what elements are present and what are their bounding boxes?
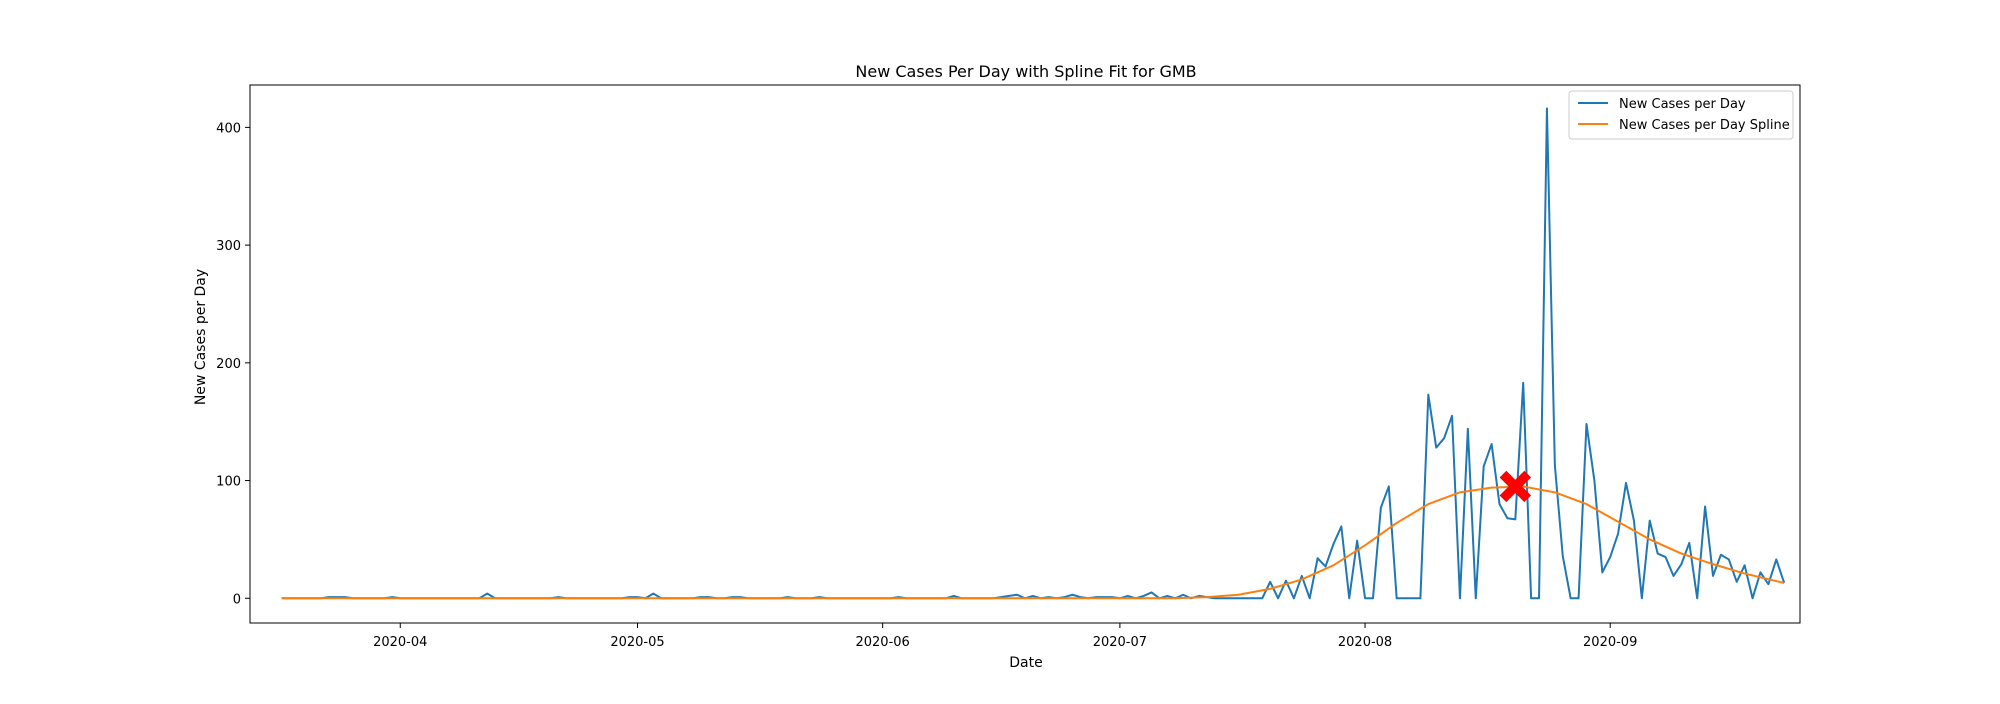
x-tick-label: 2020-08: [1338, 635, 1392, 650]
y-tick-label: 300: [216, 239, 241, 254]
x-tick-label: 2020-06: [855, 635, 909, 650]
series-line-2: [281, 485, 1785, 600]
chart-title: New Cases Per Day with Spline Fit for GM…: [855, 62, 1196, 81]
x-tick-label: 2020-04: [373, 635, 427, 650]
legend-label-1: New Cases per Day: [1619, 97, 1746, 112]
y-tick-label: 400: [216, 121, 241, 136]
y-tick-label: 0: [233, 592, 241, 607]
x-tick-label: 2020-07: [1093, 635, 1147, 650]
legend-box: [1568, 90, 1794, 140]
y-tick-label: 200: [216, 357, 241, 372]
legend-label-2: New Cases per Day Spline: [1619, 118, 1790, 133]
x-tick-label: 2020-09: [1583, 635, 1637, 650]
y-axis-label: New Cases per Day: [193, 269, 209, 405]
plot-area: 2020-04 2020-05 2020-06 2020-07 2020-08 2020-…: [216, 84, 1801, 650]
plot-frame: [249, 84, 1801, 624]
x-tick-label: 2020-05: [610, 635, 664, 650]
legend: New Cases per Day New Cases per Day Splin…: [1568, 90, 1794, 140]
x-axis-label: Date: [1009, 655, 1042, 671]
peak-marker: [1499, 470, 1532, 503]
y-tick-label: 100: [216, 475, 241, 490]
